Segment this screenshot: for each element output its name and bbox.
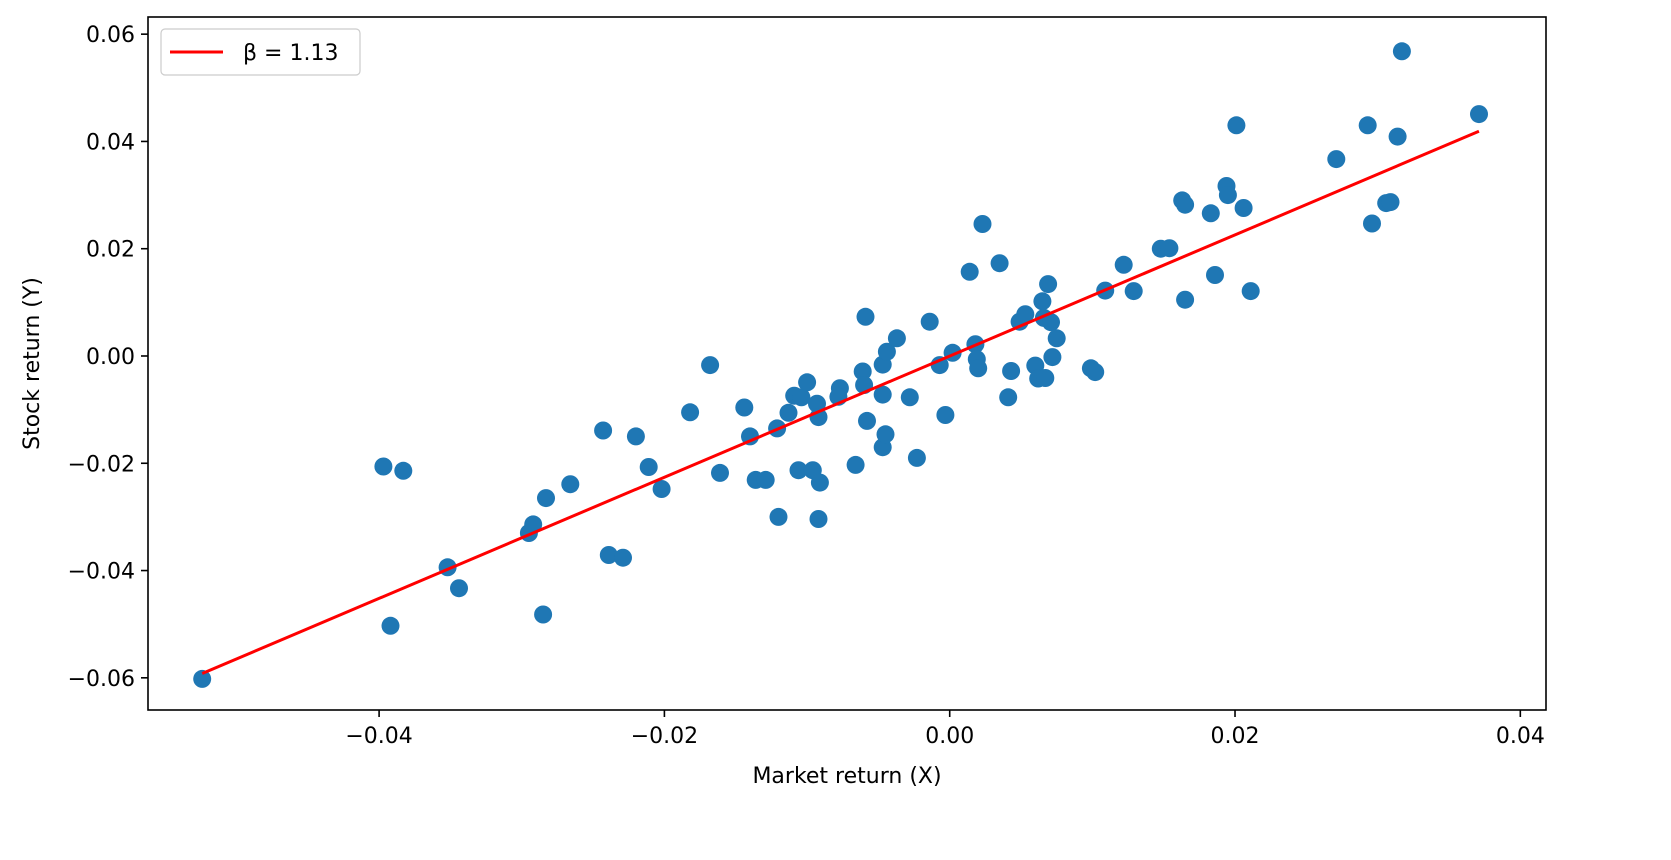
data-point-92: [1358, 116, 1377, 135]
data-point-61: [999, 388, 1018, 407]
legend-entry-fit-line: β = 1.13: [243, 41, 338, 66]
data-point-42: [858, 411, 876, 430]
data-point-7: [524, 515, 543, 534]
data-point-97: [1392, 42, 1411, 61]
data-point-78: [1124, 282, 1143, 301]
data-point-83: [1176, 290, 1195, 309]
data-point-25: [769, 507, 788, 526]
data-point-85: [1206, 266, 1224, 284]
data-point-28: [789, 461, 808, 480]
x-tick-label-2: 0.00: [925, 724, 974, 749]
data-point-34: [810, 473, 829, 492]
y-tick-label-0: −0.06: [68, 667, 135, 692]
y-tick-label-1: −0.04: [68, 560, 135, 585]
data-point-32: [808, 394, 826, 413]
data-point-72: [1043, 348, 1062, 367]
data-point-67: [1033, 292, 1052, 311]
data-point-82: [1176, 195, 1195, 214]
data-point-91: [1327, 150, 1346, 169]
data-point-64: [1016, 305, 1035, 324]
data-point-49: [900, 388, 919, 407]
y-tick-label-2: −0.02: [68, 452, 135, 477]
data-point-90: [1241, 282, 1260, 301]
x-axis-label: Market return (X): [752, 764, 941, 789]
data-point-9: [534, 605, 553, 624]
data-point-89: [1234, 199, 1253, 217]
data-point-77: [1114, 255, 1133, 274]
data-point-1: [374, 457, 393, 476]
data-point-17: [681, 403, 700, 422]
data-point-46: [877, 342, 896, 361]
data-point-3: [381, 616, 400, 635]
legend: β = 1.13: [160, 28, 361, 76]
data-point-80: [1160, 239, 1179, 258]
data-point-30: [798, 373, 817, 392]
data-point-71: [1042, 313, 1060, 332]
fit-line-layer: [201, 129, 1480, 675]
data-point-5: [450, 579, 468, 598]
x-axis: −0.04 −0.02 0.00 0.02 0.04: [345, 710, 1545, 749]
data-point-23: [756, 470, 775, 489]
y-axis-label: Stock return (Y): [20, 277, 45, 450]
data-point-29: [792, 388, 811, 407]
data-point-53: [936, 406, 955, 424]
data-point-44: [873, 385, 892, 404]
data-point-95: [1381, 193, 1400, 212]
x-tick-label-3: 0.02: [1211, 724, 1260, 749]
data-point-87: [1218, 186, 1237, 205]
data-point-26: [779, 403, 798, 422]
data-point-13: [614, 548, 632, 567]
data-point-16: [652, 480, 671, 498]
data-point-98: [1470, 105, 1488, 124]
points-layer: [193, 42, 1488, 688]
data-point-70: [1039, 275, 1058, 294]
y-tick-label-6: 0.06: [86, 23, 135, 48]
data-point-51: [920, 312, 939, 331]
data-point-75: [1086, 363, 1105, 382]
data-point-35: [809, 510, 828, 528]
data-point-38: [846, 455, 865, 474]
data-point-0: [193, 669, 212, 688]
data-point-8: [537, 489, 555, 508]
y-tick-label-5: 0.04: [86, 130, 135, 155]
data-point-21: [741, 427, 759, 446]
y-tick-label-4: 0.02: [86, 238, 135, 263]
data-point-11: [594, 421, 613, 440]
data-point-55: [960, 262, 979, 281]
data-point-12: [599, 546, 618, 564]
data-point-2: [394, 461, 413, 480]
y-axis: −0.06 −0.04 −0.02 0.00 0.02 0.04 0.06: [68, 23, 148, 692]
data-point-58: [969, 359, 988, 378]
data-point-96: [1388, 127, 1407, 146]
data-point-20: [735, 398, 754, 417]
data-point-10: [561, 475, 580, 494]
data-point-59: [973, 215, 992, 233]
x-tick-label-0: −0.04: [345, 724, 412, 749]
data-point-41: [856, 307, 875, 326]
data-point-62: [1002, 362, 1021, 380]
data-point-84: [1201, 204, 1220, 223]
x-tick-label-4: 0.04: [1496, 724, 1545, 749]
data-point-48: [887, 329, 906, 348]
data-point-39: [853, 362, 872, 381]
data-point-14: [626, 427, 645, 446]
data-point-60: [990, 254, 1009, 273]
fit-line: [201, 129, 1480, 675]
data-point-19: [711, 463, 729, 482]
data-point-88: [1227, 116, 1246, 135]
data-point-18: [701, 356, 720, 375]
x-tick-label-1: −0.02: [631, 724, 698, 749]
data-point-15: [639, 458, 658, 476]
y-tick-label-3: 0.00: [86, 345, 135, 370]
legend-box: [160, 28, 361, 76]
data-point-73: [1047, 329, 1066, 348]
data-point-69: [1036, 369, 1055, 387]
data-point-47: [876, 425, 895, 444]
data-point-50: [907, 448, 926, 467]
plot-frame: [147, 16, 1547, 711]
data-point-93: [1363, 214, 1381, 233]
